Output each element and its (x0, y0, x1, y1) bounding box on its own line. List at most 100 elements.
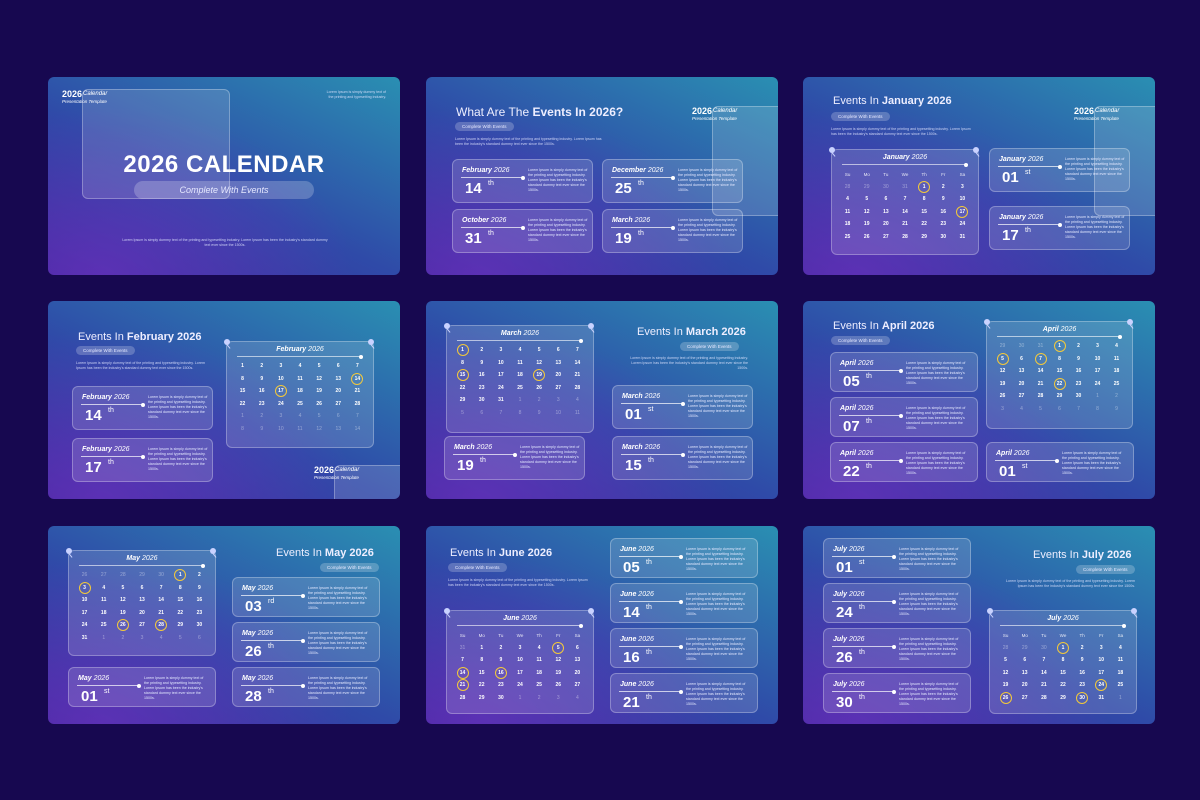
calendar-day[interactable]: 11 (1113, 355, 1120, 362)
calendar-day[interactable]: 1 (1096, 393, 1099, 400)
slide-may[interactable]: May 2026 26 27 28 29 30 1 2 3 4 5 6 7 8 9 10 11 12 13 14 15 1… (48, 526, 400, 724)
calendar-day[interactable]: 2 (121, 634, 125, 641)
calendar-day[interactable]: 2 (1080, 644, 1084, 651)
slide-february[interactable]: Events In February 2026 Complete With Ev… (48, 301, 400, 499)
calendar-day[interactable]: 2 (1115, 393, 1118, 400)
calendar-day[interactable]: 5 (121, 584, 125, 591)
calendar-day[interactable]: 16 (478, 372, 485, 379)
calendar-day[interactable]: 21 (354, 388, 361, 395)
calendar-day[interactable]: 6 (1058, 405, 1061, 412)
calendar-day[interactable]: 25 (1113, 380, 1120, 387)
calendar-day[interactable]: 25 (536, 682, 542, 689)
calendar-day[interactable]: 3 (556, 397, 560, 404)
calendar-day[interactable]: 21 (1041, 682, 1047, 689)
calendar-day[interactable]: 24 (278, 400, 284, 407)
calendar-day[interactable]: 4 (298, 413, 302, 420)
calendar-day[interactable]: 28 (354, 400, 361, 407)
calendar-day[interactable]: 2 (941, 183, 945, 190)
calendar-day[interactable]: 5 (461, 409, 464, 416)
calendar-day[interactable]: 12 (863, 208, 870, 215)
calendar-day[interactable]: 31 (1037, 343, 1044, 350)
calendar-day-highlighted[interactable]: 19 (530, 369, 549, 382)
calendar-day[interactable]: 10 (278, 375, 284, 382)
calendar-day[interactable]: 24 (517, 682, 523, 689)
calendar-day[interactable]: 29 (1056, 393, 1063, 400)
calendar-day[interactable]: 23 (498, 682, 504, 689)
calendar-day[interactable]: 21 (574, 372, 581, 379)
calendar-day[interactable]: 17 (517, 669, 523, 676)
calendar-day[interactable]: 9 (941, 196, 945, 203)
calendar-day[interactable]: 13 (555, 359, 562, 366)
calendar-day[interactable]: 20 (555, 372, 562, 379)
calendar-day[interactable]: 9 (260, 425, 264, 432)
calendar-day[interactable]: 9 (260, 375, 264, 382)
calendar-day[interactable]: 5 (1039, 405, 1042, 412)
calendar-day[interactable]: 3 (279, 413, 283, 420)
calendar-day[interactable]: 10 (1098, 657, 1105, 664)
calendar-day[interactable]: 1 (1119, 694, 1122, 701)
slide-january[interactable]: Events In January 2026 Complete With Eve… (803, 77, 1155, 275)
calendar-day[interactable]: 1 (241, 363, 244, 370)
calendar-day[interactable]: 30 (1075, 393, 1082, 400)
calendar-day[interactable]: 22 (459, 384, 466, 391)
calendar-day[interactable]: 6 (480, 409, 484, 416)
calendar-day[interactable]: 20 (883, 221, 889, 228)
calendar-day[interactable]: 27 (555, 384, 562, 391)
calendar-day[interactable]: 3 (556, 694, 560, 701)
calendar-day[interactable]: 26 (536, 384, 542, 391)
calendar-day[interactable]: 12 (999, 368, 1006, 375)
calendar-day[interactable]: 19 (1002, 682, 1009, 689)
calendar-day[interactable]: 26 (555, 682, 562, 689)
calendar-day[interactable]: 11 (1117, 657, 1124, 664)
calendar-day[interactable]: 28 (574, 384, 581, 391)
calendar-day-highlighted[interactable]: 1 (1050, 340, 1069, 353)
calendar-day[interactable]: 6 (1023, 657, 1027, 664)
calendar-day[interactable]: 5 (1004, 657, 1007, 664)
calendar-day[interactable]: 4 (159, 634, 163, 641)
calendar-day[interactable]: 30 (1018, 343, 1025, 350)
calendar-day-highlighted[interactable]: 3 (75, 581, 94, 595)
calendar-day[interactable]: 26 (316, 400, 322, 407)
calendar-day[interactable]: 20 (335, 388, 342, 395)
calendar-day[interactable]: 9 (480, 359, 484, 366)
calendar-day[interactable]: 31 (81, 634, 88, 641)
calendar-day[interactable]: 19 (555, 669, 562, 676)
calendar-day[interactable]: 3 (518, 644, 522, 651)
calendar-day[interactable]: 18 (844, 221, 851, 228)
calendar-day[interactable]: 27 (1021, 694, 1028, 701)
calendar-day[interactable]: 5 (317, 413, 321, 420)
calendar-day[interactable]: 26 (863, 233, 870, 240)
calendar-day[interactable]: 16 (1075, 368, 1082, 375)
calendar-day[interactable]: 8 (518, 409, 522, 416)
calendar-day[interactable]: 3 (961, 183, 964, 190)
calendar-day[interactable]: 16 (196, 597, 203, 604)
calendar-day[interactable]: 4 (846, 196, 849, 203)
calendar-day[interactable]: 24 (1094, 380, 1101, 387)
calendar-day[interactable]: 8 (1058, 355, 1061, 362)
calendar-day[interactable]: 10 (498, 359, 504, 366)
calendar-day[interactable]: 19 (999, 380, 1006, 387)
calendar-day[interactable]: 2 (499, 644, 503, 651)
calendar-day[interactable]: 3 (140, 634, 144, 641)
calendar-day[interactable]: 3 (1099, 644, 1103, 651)
calendar-day[interactable]: 20 (574, 669, 581, 676)
calendar-day[interactable]: 26 (81, 572, 88, 579)
calendar-day[interactable]: 27 (335, 400, 342, 407)
calendar-day[interactable]: 24 (959, 221, 966, 228)
calendar-day[interactable]: 5 (317, 363, 321, 370)
calendar-day[interactable]: 22 (177, 609, 184, 616)
calendar-day[interactable]: 15 (1056, 368, 1063, 375)
calendar-day[interactable]: 9 (198, 584, 201, 591)
calendar-day[interactable]: 29 (177, 622, 184, 629)
calendar-day[interactable]: 31 (902, 183, 908, 190)
